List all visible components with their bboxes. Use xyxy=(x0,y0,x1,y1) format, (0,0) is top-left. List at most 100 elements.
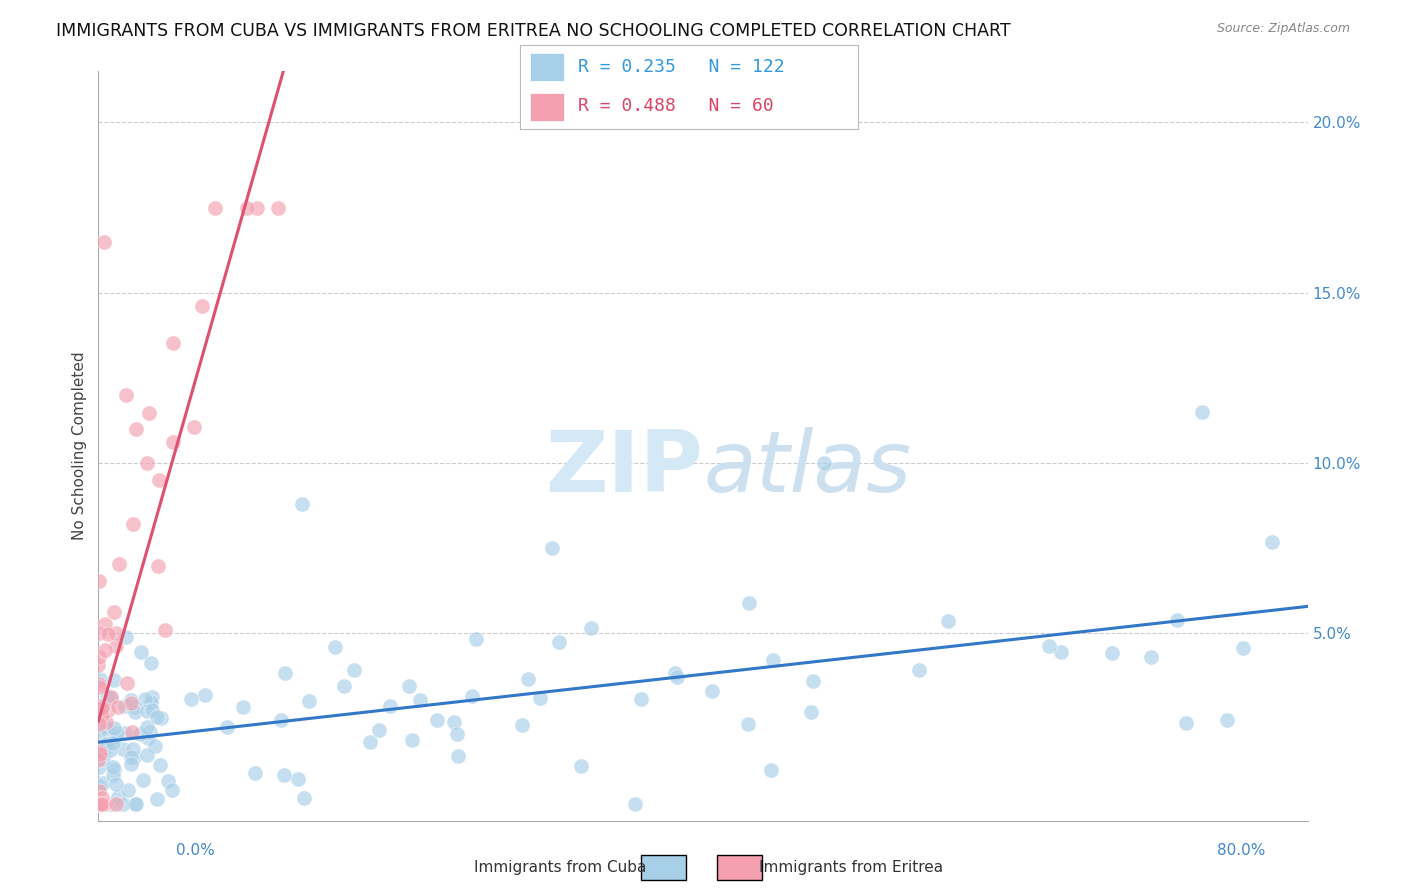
Text: Source: ZipAtlas.com: Source: ZipAtlas.com xyxy=(1216,22,1350,36)
Text: 80.0%: 80.0% xyxy=(1218,843,1265,858)
Point xyxy=(510,718,533,732)
Point xyxy=(91,775,114,789)
Point xyxy=(801,674,824,689)
Point xyxy=(120,696,142,710)
Point xyxy=(138,406,160,420)
Point xyxy=(443,714,465,729)
Point xyxy=(131,644,153,658)
Point xyxy=(156,774,179,789)
Point xyxy=(91,797,114,811)
Point xyxy=(105,639,128,653)
Point xyxy=(114,630,136,644)
Point xyxy=(91,791,114,805)
Point xyxy=(461,690,484,704)
Point xyxy=(125,422,148,436)
Point xyxy=(1140,650,1163,665)
Text: IMMIGRANTS FROM CUBA VS IMMIGRANTS FROM ERITREA NO SCHOOLING COMPLETED CORRELATI: IMMIGRANTS FROM CUBA VS IMMIGRANTS FROM … xyxy=(56,22,1011,40)
Point xyxy=(91,797,114,811)
Point xyxy=(232,700,254,714)
Point xyxy=(579,621,602,635)
Point xyxy=(89,745,111,759)
Point xyxy=(135,456,157,470)
Point xyxy=(96,720,118,734)
Text: R = 0.488   N = 60: R = 0.488 N = 60 xyxy=(578,97,773,115)
Point xyxy=(120,693,142,707)
Point xyxy=(114,725,136,739)
Point xyxy=(91,707,114,722)
Point xyxy=(105,626,128,640)
Point xyxy=(359,735,381,749)
Point xyxy=(1261,534,1284,549)
Point xyxy=(398,679,420,693)
Point xyxy=(120,757,142,772)
Point xyxy=(112,797,135,811)
Point xyxy=(124,797,146,811)
Point xyxy=(89,649,111,664)
Point xyxy=(1038,639,1060,653)
Point xyxy=(101,759,124,773)
Point xyxy=(96,723,118,737)
Point xyxy=(90,797,112,811)
Point xyxy=(139,695,162,709)
Point xyxy=(291,497,314,511)
Point xyxy=(89,704,111,718)
Point xyxy=(153,623,176,637)
Point xyxy=(97,703,120,717)
Point xyxy=(813,456,835,470)
Point xyxy=(121,724,143,739)
Point xyxy=(87,797,110,811)
Text: Immigrants from Cuba: Immigrants from Cuba xyxy=(474,860,647,874)
Point xyxy=(89,780,111,794)
Point xyxy=(141,690,163,704)
Point xyxy=(624,797,647,811)
Point xyxy=(89,747,111,762)
Point xyxy=(183,420,205,434)
Point xyxy=(135,747,157,762)
Point xyxy=(100,691,122,706)
Y-axis label: No Schooling Completed: No Schooling Completed xyxy=(72,351,87,541)
Point xyxy=(149,711,172,725)
Point xyxy=(737,717,759,731)
Point xyxy=(141,703,163,717)
Point xyxy=(108,557,131,571)
Point xyxy=(96,740,118,755)
Point xyxy=(547,635,569,649)
Point xyxy=(100,743,122,757)
Point xyxy=(215,720,238,734)
Point xyxy=(122,750,145,764)
Point xyxy=(87,574,110,588)
Point xyxy=(630,692,652,706)
Point xyxy=(117,782,139,797)
Point xyxy=(908,663,931,677)
Point xyxy=(1191,405,1213,419)
Point xyxy=(270,714,292,728)
Point xyxy=(273,768,295,782)
Point xyxy=(332,679,354,693)
Point xyxy=(97,627,120,641)
Point xyxy=(298,694,321,708)
Point xyxy=(124,705,146,719)
Point xyxy=(666,670,689,684)
Point xyxy=(1174,716,1197,731)
Point xyxy=(91,752,114,766)
Point xyxy=(89,797,111,811)
Point xyxy=(446,749,468,764)
Point xyxy=(87,797,110,811)
Point xyxy=(94,797,117,811)
Text: Immigrants from Eritrea: Immigrants from Eritrea xyxy=(759,860,943,874)
Point xyxy=(134,691,156,706)
Point xyxy=(111,742,134,756)
Point xyxy=(107,789,129,804)
Point xyxy=(105,726,128,740)
Point xyxy=(1101,646,1123,660)
Point xyxy=(191,299,214,313)
Point xyxy=(204,201,226,215)
Point xyxy=(100,728,122,742)
Point xyxy=(124,700,146,714)
Point xyxy=(89,672,111,686)
Point xyxy=(426,714,449,728)
Point xyxy=(121,516,143,531)
Point xyxy=(274,666,297,681)
Point xyxy=(89,784,111,798)
Point xyxy=(446,727,468,741)
